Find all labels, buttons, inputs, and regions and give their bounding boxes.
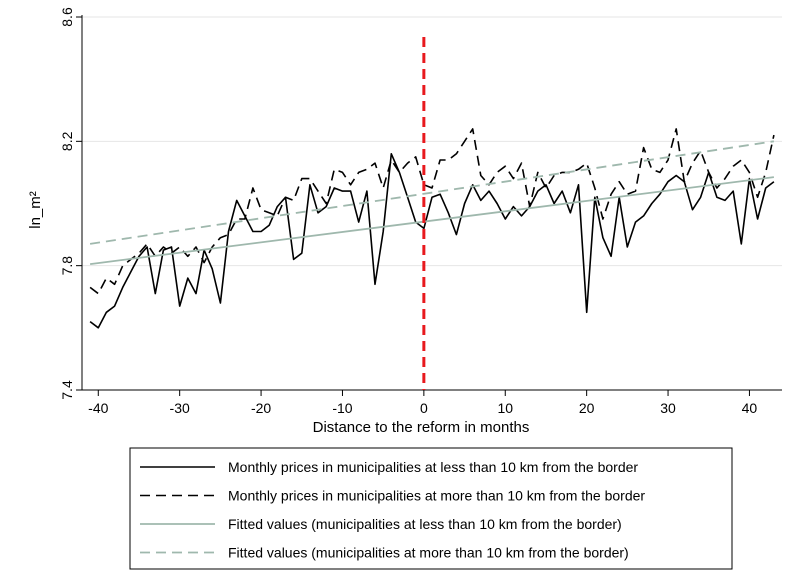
x-tick-label: 20 [579,400,595,416]
y-tick-label: 8.2 [59,131,75,151]
series-line-3 [89,176,775,265]
series-line-4 [89,140,775,245]
legend-label-4: Fitted values (municipalities at more th… [228,545,629,561]
y-tick-label: 8.6 [59,7,75,27]
legend-label-3: Fitted values (municipalities at less th… [228,516,622,532]
legend: Monthly prices in municipalities at less… [129,447,733,570]
series-line-2 [89,128,775,295]
x-tick-label: 10 [497,400,513,416]
y-tick-label: 7.4 [59,380,75,400]
x-axis-label: Distance to the reform in months [313,419,530,436]
x-tick-label: -30 [170,400,190,416]
y-tick-label: 7.8 [59,256,75,276]
legend-label-1: Monthly prices in municipalities at less… [228,459,638,475]
x-tick-label: -10 [332,400,352,416]
plot-area: 7.4 7.8 8.2 8.6 -40 -30 -20 -10 0 10 20 30 40 [59,7,782,416]
x-tick-label: -40 [88,400,108,416]
x-tick-label: 30 [660,400,676,416]
y-axis-label: ln_m² [27,191,44,229]
x-tick-label: 0 [420,400,428,416]
legend-label-2: Monthly prices in municipalities at more… [228,488,645,504]
legend-box [129,447,733,570]
x-tick-label: -20 [251,400,271,416]
x-tick-label: 40 [742,400,758,416]
